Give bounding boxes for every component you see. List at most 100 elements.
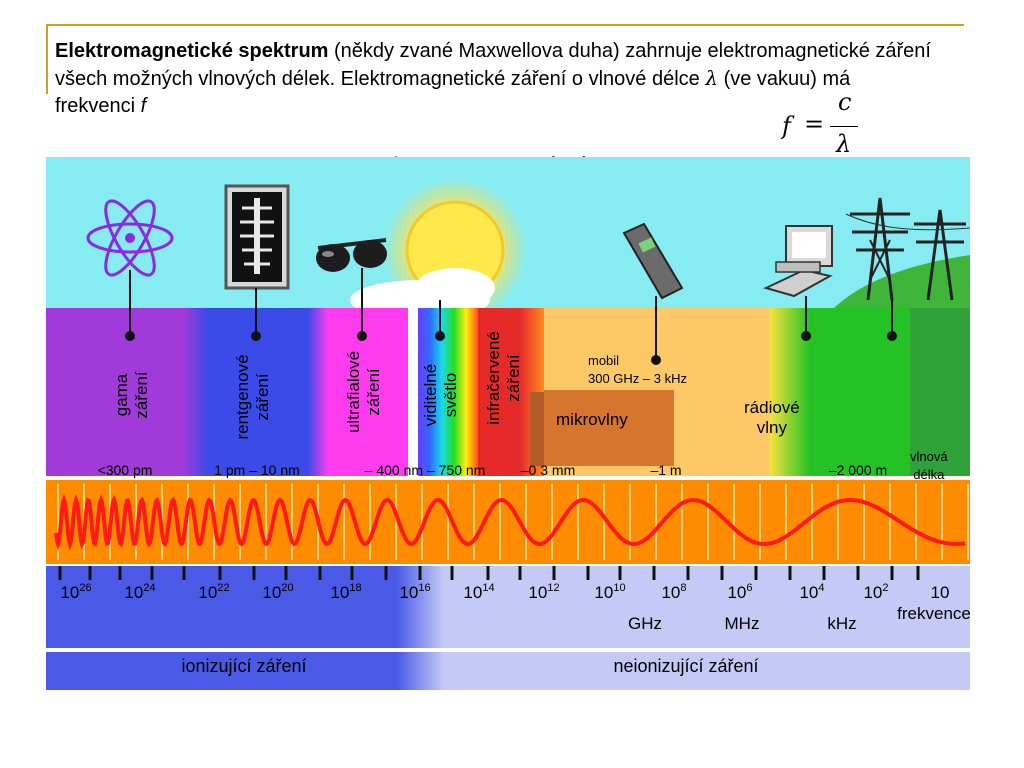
band-ir xyxy=(478,308,520,476)
freq-base: 10 xyxy=(330,583,350,602)
freq-base: 10 xyxy=(863,583,883,602)
freq-base: 10 xyxy=(60,583,80,602)
frequency-label: 1026 xyxy=(60,582,91,603)
freq-exp: 22 xyxy=(217,582,230,594)
formula-den: λ xyxy=(836,130,852,158)
freq-exp: 2 xyxy=(882,582,889,594)
formula-bar xyxy=(830,126,858,127)
frequency-label: 104 xyxy=(799,582,824,603)
band-label-radio: rádiové vlny xyxy=(744,398,800,437)
wavelength-label: –2 000 m xyxy=(828,462,888,478)
band-label-ir: infračervené záření xyxy=(484,331,523,425)
sunglasses-icon xyxy=(316,238,387,272)
non-ionizing-label: neionizující záření xyxy=(613,656,759,676)
frequency-label: 106 xyxy=(727,582,752,603)
band-long-green xyxy=(910,308,970,476)
freq-base: 10 xyxy=(463,583,483,602)
freq-exp: 8 xyxy=(680,582,687,594)
freq-exp: 10 xyxy=(613,582,626,594)
freq-base: 10 xyxy=(594,583,614,602)
freq-base: 10 xyxy=(399,583,419,602)
band-label-visible: viditelné světlo xyxy=(421,363,460,427)
top-rule xyxy=(46,24,964,26)
frequency-label: 1022 xyxy=(198,582,229,603)
wave-curve xyxy=(54,493,966,551)
wavelength-label: –0 3 mm xyxy=(520,462,576,478)
band-visible xyxy=(418,308,478,476)
band-label-microwave: mikrovlny xyxy=(556,410,628,429)
freq-exp: 26 xyxy=(79,582,92,594)
unit-ghz: GHz xyxy=(628,614,662,633)
frequency-label: 1014 xyxy=(463,582,494,603)
band-uv xyxy=(328,308,408,476)
frequency-strip xyxy=(46,566,970,650)
wavelength-label: 1 pm – 10 nm xyxy=(214,462,300,478)
intro-lambda: λ xyxy=(705,66,719,90)
icon-pointers xyxy=(129,268,893,360)
intro-term: Elektromagnetické spektrum xyxy=(55,40,329,62)
left-rule xyxy=(46,24,48,94)
freq-exp: 4 xyxy=(818,582,825,594)
unit-khz: kHz xyxy=(827,614,857,633)
band-microwave xyxy=(544,390,674,466)
intro-text-2: (ve vakuu) má frekvenci xyxy=(55,68,851,117)
formula-num: c xyxy=(838,88,852,116)
freq-base: 10 xyxy=(262,583,282,602)
freq-exp: 18 xyxy=(349,582,362,594)
wavelength-label: – 400 nm – 750 nm xyxy=(364,462,486,478)
frequency-axis-label: frekvence xyxy=(897,604,971,623)
band-label-xray: rentgenové záření xyxy=(233,354,272,440)
band-label-uv: ultrafialové záření xyxy=(344,350,383,434)
power-tower-icon xyxy=(845,197,971,301)
band-label-gamma: gama záření xyxy=(112,371,151,419)
freq-exp: 24 xyxy=(143,582,156,594)
freq-exp: 14 xyxy=(482,582,495,594)
microwave-shadow xyxy=(530,392,544,466)
freq-base: 10 xyxy=(799,583,819,602)
ionizing-label: ionizující záření xyxy=(181,656,307,676)
frequency-label: 1012 xyxy=(528,582,559,603)
freq-base: 10 xyxy=(198,583,218,602)
frequency-label: 1020 xyxy=(262,582,293,603)
band-visible-edge xyxy=(408,308,418,476)
cloud-puff xyxy=(415,268,495,308)
wavelength-label: –1 m xyxy=(650,462,682,478)
frequency-label: 1024 xyxy=(124,582,155,603)
intro-paragraph: Elektromagnetické spektrum (někdy zvané … xyxy=(55,38,935,120)
freq-exp: 16 xyxy=(418,582,431,594)
gamma-atom-icon xyxy=(86,199,174,277)
wave-strip xyxy=(46,480,970,564)
wavelength-axis-label: vlnová délka xyxy=(910,449,948,482)
intro-text-1: (někdy zvané Maxwellova duha) zahrnuje e… xyxy=(55,40,931,90)
formula: f = c λ xyxy=(782,88,862,170)
freq-base: 10 xyxy=(727,583,747,602)
frequency-label: 1016 xyxy=(399,582,430,603)
freq-base: 10 xyxy=(930,583,950,602)
ionization-strip xyxy=(46,652,970,690)
formula-eq: = xyxy=(804,110,825,138)
unit-mhz: MHz xyxy=(724,614,760,633)
green-hill xyxy=(830,255,970,312)
band-gamma xyxy=(46,308,184,476)
frequency-label: 102 xyxy=(863,582,888,603)
freq-base: 10 xyxy=(661,583,681,602)
computer-icon xyxy=(763,225,833,298)
band-label-mobile: mobil 300 GHz – 3 kHz xyxy=(588,353,687,386)
intro-f: f xyxy=(140,95,147,117)
band-xray-uv-blend xyxy=(308,308,328,476)
frequency-label: 1018 xyxy=(330,582,361,603)
band-gamma-xray-blend xyxy=(184,308,208,476)
icon-pointer-dots xyxy=(125,331,897,365)
frequency-label: 1010 xyxy=(594,582,625,603)
frequency-ticks xyxy=(58,566,920,580)
freq-base: 10 xyxy=(124,583,144,602)
mobile-phone-icon xyxy=(622,222,684,300)
freq-exp: 12 xyxy=(547,582,560,594)
freq-exp: 6 xyxy=(746,582,753,594)
frequency-label: 10 xyxy=(931,582,950,603)
frequency-separator xyxy=(46,648,970,652)
freq-base: 10 xyxy=(528,583,548,602)
frequency-label: 108 xyxy=(661,582,686,603)
formula-lhs: f xyxy=(782,112,791,140)
